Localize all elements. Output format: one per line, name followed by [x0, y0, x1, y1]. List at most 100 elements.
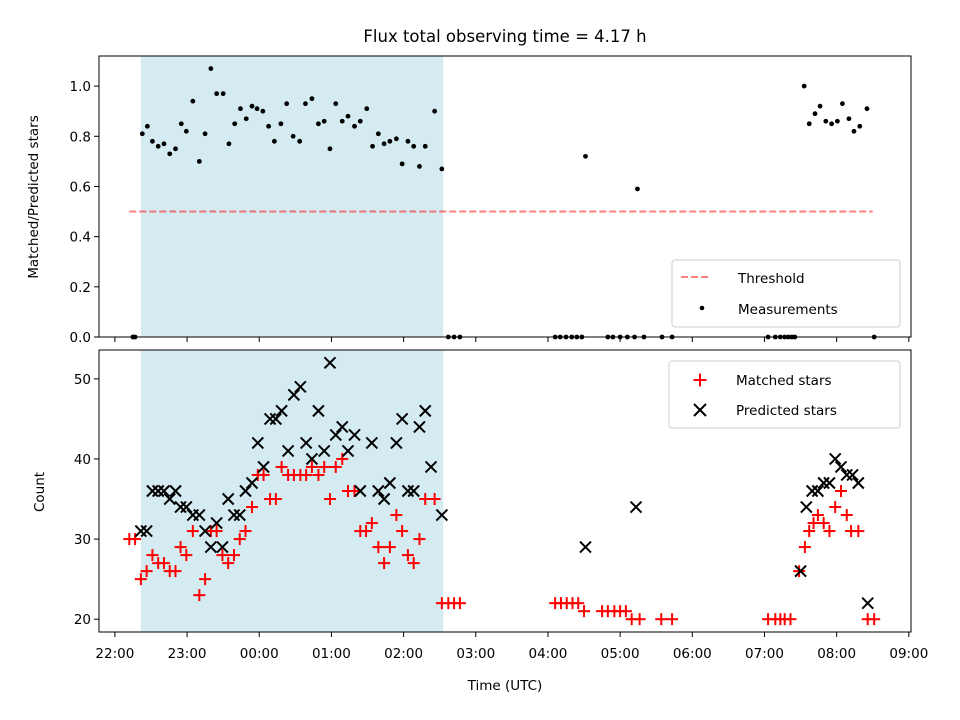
- bottom-legend: Matched stars Predicted stars: [668, 360, 901, 429]
- predicted-stars-point: [419, 404, 432, 418]
- measurement-point: [327, 146, 333, 152]
- measurement-point: [266, 123, 272, 129]
- predicted-stars-point-b: [281, 444, 295, 458]
- predicted-stars-point-b: [204, 540, 218, 554]
- matched-stars-point: [199, 573, 212, 586]
- matched-stars-point: [348, 485, 361, 497]
- measurement-point: [243, 116, 249, 122]
- predicted-stars-point-b: [193, 508, 206, 522]
- measurement-point: [155, 143, 161, 149]
- predicted-stars-point: [348, 428, 361, 442]
- matched-stars-point: [868, 613, 881, 626]
- predicted-stars-point-b: [221, 492, 235, 506]
- matched-stars-point: [174, 541, 187, 554]
- matched-stars-point: [383, 541, 396, 554]
- axes-frame: [98, 349, 912, 633]
- matched-stars-point: [390, 509, 403, 522]
- matched-stars-point: [401, 549, 414, 562]
- x-tick-label: 04:00: [528, 646, 567, 662]
- predicted-stars-point-b: [329, 428, 342, 442]
- measurement-point: [278, 121, 284, 127]
- measurement-point: [139, 131, 145, 137]
- measurement-point: [290, 133, 296, 139]
- measurement-point: [801, 83, 807, 89]
- predicted-stars-point-b: [163, 492, 176, 506]
- matched-stars-point: [193, 589, 206, 602]
- predicted-stars-legend-swatch: [693, 403, 707, 417]
- predicted-stars-point: [174, 500, 187, 514]
- x-tick-label: 07:00: [745, 646, 784, 662]
- measurement-point: [364, 106, 370, 112]
- top-y-axis-label: Matched/Predicted stars: [26, 115, 42, 278]
- matched-stars-legend-label: Matched stars: [736, 373, 832, 389]
- predicted-stars-point-b: [390, 436, 403, 450]
- predicted-stars-point-b: [817, 476, 830, 490]
- measurement-point: [399, 161, 405, 167]
- predicted-stars-point: [840, 468, 853, 482]
- top-chart-title: Flux total observing time = 4.17 h: [363, 27, 646, 46]
- measurement-point: [405, 138, 411, 144]
- predicted-stars-point-b: [336, 420, 349, 434]
- predicted-stars-point-b: [134, 524, 148, 538]
- measurement-point: [357, 118, 363, 124]
- y-tick-label: 20: [74, 612, 91, 628]
- matched-stars-point: [396, 525, 409, 538]
- matched-stars-point: [329, 460, 342, 473]
- predicted-stars-point: [852, 476, 865, 490]
- predicted-stars-point: [823, 476, 836, 490]
- matched-stars-point: [186, 525, 199, 538]
- measurement-point: [817, 103, 823, 109]
- top-legend-frame: [671, 259, 901, 328]
- matched-stars-point: [578, 605, 591, 618]
- predicted-stars-point: [829, 452, 842, 466]
- measurement-point: [183, 128, 189, 134]
- axes-frame: [98, 55, 912, 338]
- predicted-stars-point: [180, 500, 193, 514]
- measurement-point: [303, 101, 308, 107]
- predicted-stars-point: [800, 500, 813, 514]
- matched-stars-point: [428, 493, 441, 506]
- measurement-point: [432, 108, 438, 114]
- measurement-point: [190, 98, 196, 104]
- predicted-stars-point-b: [140, 524, 153, 538]
- matched-stars-point: [803, 525, 816, 538]
- matched-stars-point: [146, 549, 159, 562]
- y-tick-label: 0.2: [70, 280, 91, 296]
- predicted-stars-point-b: [312, 404, 325, 418]
- measurement-point: [249, 103, 255, 109]
- matched-stars-point: [169, 565, 182, 578]
- measurement-point: [352, 123, 357, 129]
- x-tick-label: 06:00: [673, 646, 712, 662]
- predicted-stars-legend-label: Predicted stars: [736, 403, 837, 419]
- measurement-point: [284, 101, 290, 107]
- matched-stars-point: [134, 573, 147, 586]
- measurements-legend-swatch: [699, 305, 705, 311]
- predicted-stars-point: [193, 508, 206, 522]
- predicted-stars-point-b: [251, 436, 264, 450]
- predicted-stars-point: [579, 540, 592, 554]
- measurement-point: [316, 121, 321, 127]
- predicted-stars-point-b: [413, 420, 426, 434]
- predicted-stars-point: [221, 492, 235, 506]
- x-tick-label: 03:00: [456, 646, 495, 662]
- predicted-stars-point: [834, 460, 848, 474]
- measurement-point: [381, 141, 387, 147]
- measurement-point: [167, 151, 173, 157]
- predicted-stars-point-b: [794, 564, 807, 578]
- measurement-point: [161, 141, 167, 147]
- predicted-stars-point: [794, 564, 807, 578]
- measurement-point: [829, 121, 835, 127]
- predicted-stars-point-b: [852, 476, 865, 490]
- predicted-stars-point-b: [146, 484, 159, 498]
- predicted-stars-point: [239, 484, 252, 498]
- matched-stars-point: [811, 509, 824, 522]
- measurement-point: [339, 118, 345, 124]
- measurement-point: [387, 138, 393, 144]
- matched-stars-point: [140, 565, 153, 578]
- predicted-stars-point-b: [383, 476, 397, 490]
- measurement-point: [583, 153, 588, 159]
- x-tick-label: 23:00: [168, 646, 207, 662]
- measurement-point: [857, 123, 863, 129]
- matched-stars-point: [798, 541, 811, 554]
- predicted-stars-point-b: [834, 460, 848, 474]
